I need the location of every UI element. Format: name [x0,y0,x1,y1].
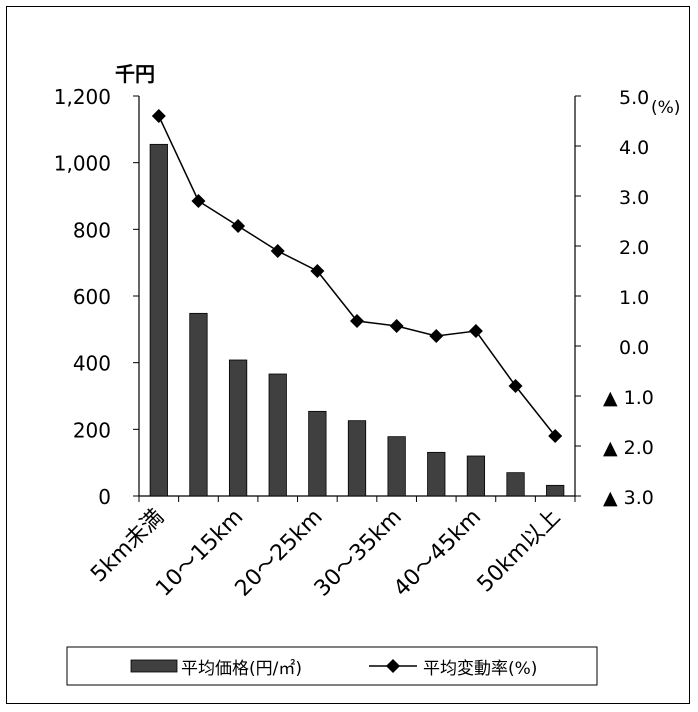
legend-bar-label: 平均価格(円/㎡) [181,659,302,679]
right-axis-tick-label: ▲ 2.0 [603,437,654,459]
left-axis-tick-label: 600 [73,285,111,309]
right-axis-tick-label: 1.0 [619,287,649,309]
legend-line-label: 平均変動率(%) [423,659,537,679]
bar [466,455,486,497]
bar [347,420,367,497]
bar [189,312,208,497]
right-axis-tick-label: 5.0 [619,87,649,109]
combo-chart: 0 200 400 600 800 1,000 1,200 ▲ 3.0 ▲ 2.0 ▲ 1.0 0.… [54,62,680,686]
rate-point [468,324,483,338]
rate-point [151,109,166,123]
rate-point [350,314,364,328]
rate-point [429,329,444,343]
right-axis-tick-label: 0.0 [619,337,649,359]
rate-line [158,115,556,437]
left-axis-tick-label: 0 [98,485,111,509]
left-axis-tick-label: 800 [73,218,111,242]
rate-point [508,379,523,393]
right-axis-tick-label: 3.0 [619,187,649,209]
chart-frame: 0 200 400 600 800 1,000 1,200 ▲ 3.0 ▲ 2.0 ▲ 1.0 0.… [6,6,690,704]
rate-point [191,194,206,208]
x-axis-tick-label: 5km未満 [86,505,169,588]
bar [149,143,168,497]
right-axis-tick-label: 2.0 [619,237,649,259]
bar [308,410,327,497]
right-axis-tick-label: ▲ 1.0 [603,387,654,409]
x-axis-tick-label: 50km以上 [473,505,566,598]
left-axis-tick-label: 200 [73,418,111,442]
bar [228,359,248,497]
rate-point [231,219,246,233]
bar [546,484,565,497]
left-axis-tick-label: 1,000 [54,152,111,176]
bar [506,472,525,497]
right-axis-tick-label: ▲ 3.0 [603,487,654,509]
left-axis-tick-label: 1,200 [54,85,111,109]
left-axis-tick-label: 400 [73,352,111,376]
rate-point [548,429,563,443]
rate-point [310,264,325,278]
right-axis-tick-label: 4.0 [619,137,649,159]
rate-point [389,319,404,333]
bar [387,436,406,497]
legend-bar-swatch [130,659,178,673]
right-axis-unit-label: (%) [651,98,680,118]
left-axis-unit-label: 千円 [115,62,155,86]
bar [268,373,287,497]
rate-point [270,244,285,258]
bar [427,451,446,497]
legend-line-marker [386,659,400,673]
